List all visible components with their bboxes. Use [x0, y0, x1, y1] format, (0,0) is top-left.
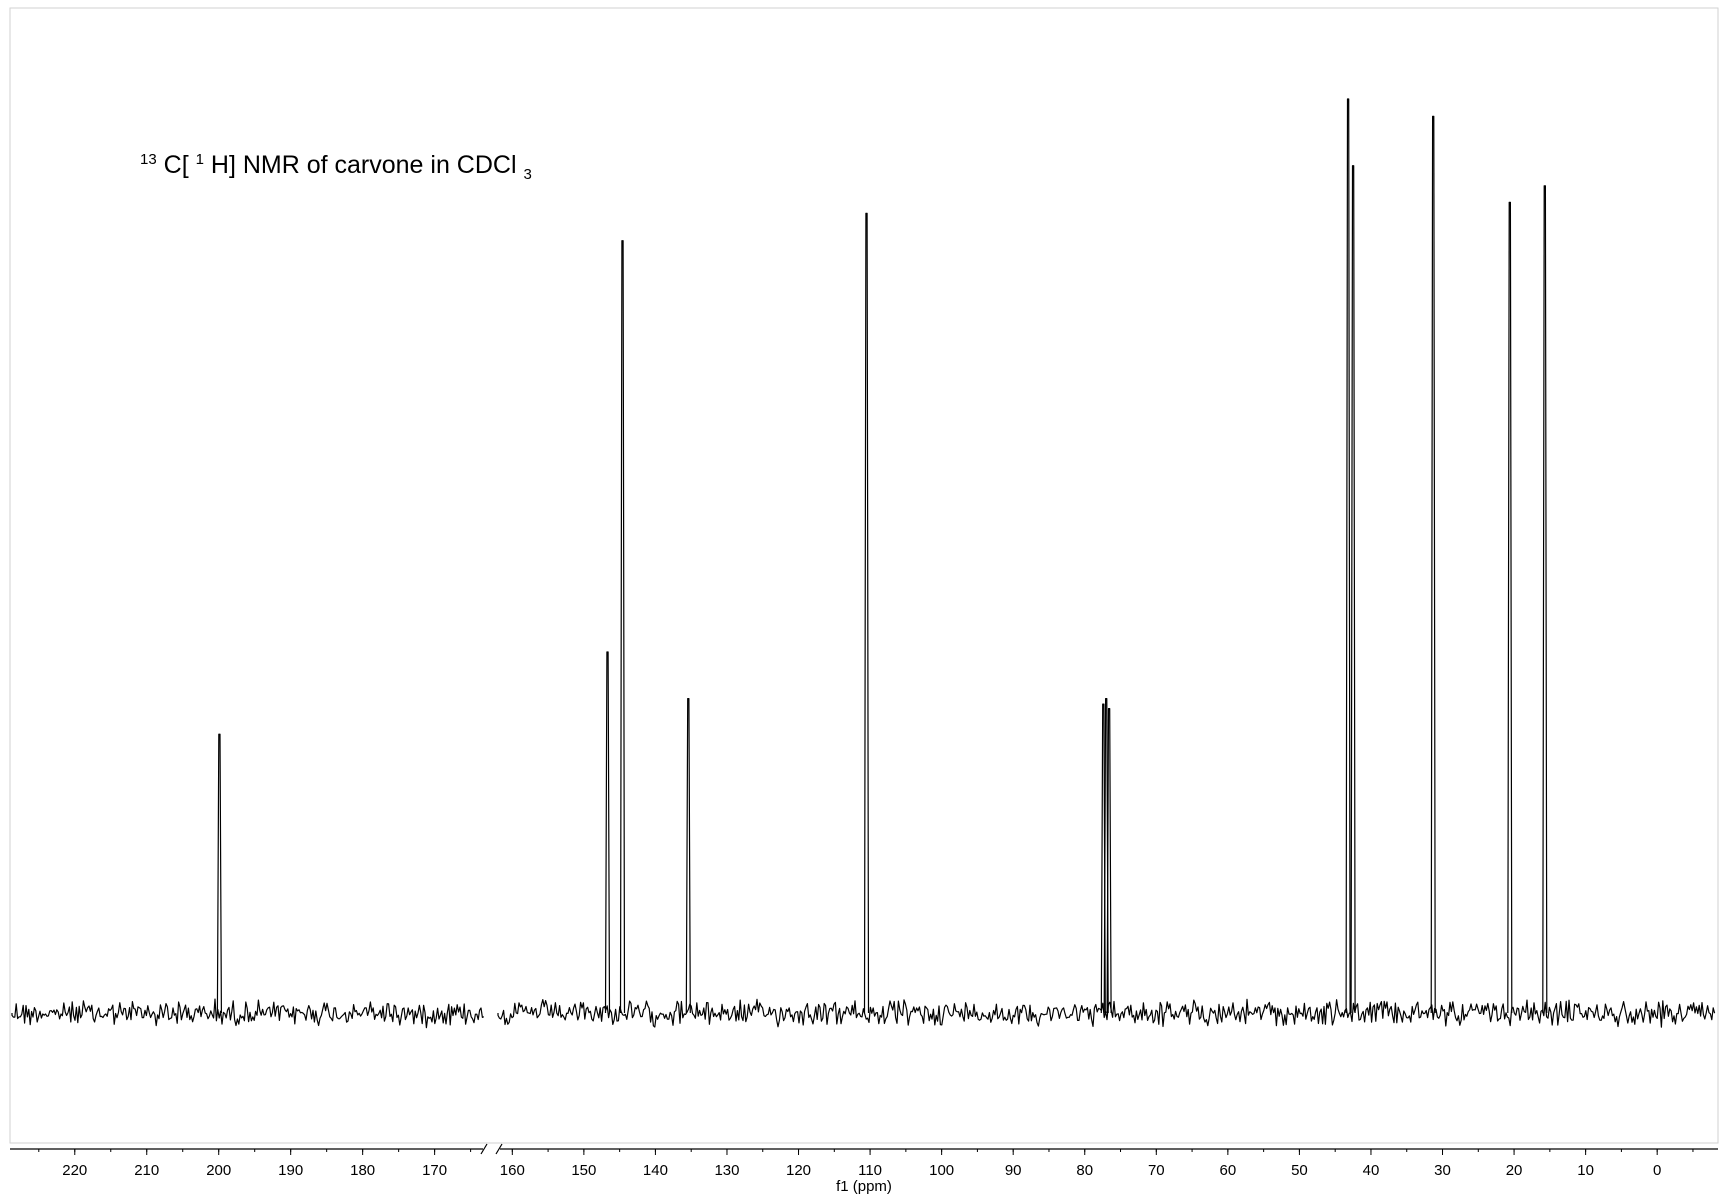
- axis-break-mark-2: [495, 1143, 503, 1155]
- x-tick-label-160: 160: [500, 1162, 525, 1179]
- spectrum-noise-segment-1: [11, 998, 485, 1029]
- title-rest: H] NMR of carvone in CDCl: [211, 151, 517, 179]
- peak-135.4: [685, 698, 691, 1014]
- peak-199.9: [216, 733, 222, 1014]
- peak-43.2: [1345, 98, 1351, 1014]
- x-tick-label-80: 80: [1076, 1162, 1093, 1179]
- x-tick-label-60: 60: [1220, 1162, 1237, 1179]
- peak-31.3: [1430, 115, 1436, 1014]
- peak-110.5: [863, 212, 870, 1014]
- x-tick-label-0: 0: [1653, 1162, 1661, 1179]
- axis-break-mark-1: [480, 1143, 488, 1155]
- x-tick-label-140: 140: [643, 1162, 668, 1179]
- plot-frame: [9, 7, 1719, 1144]
- title-mass-number: 13: [140, 151, 157, 168]
- x-tick-label-220: 220: [62, 1162, 87, 1179]
- x-tick-label-170: 170: [422, 1162, 447, 1179]
- x-tick-label-120: 120: [786, 1162, 811, 1179]
- peak-76.6: [1106, 708, 1112, 1014]
- title-decoupled-mass: 1: [196, 151, 204, 168]
- chart-title: 13 C[ 1 H] NMR of carvone in CDCl 3: [140, 142, 532, 183]
- x-tick-label-210: 210: [134, 1162, 159, 1179]
- x-tick-label-100: 100: [929, 1162, 954, 1179]
- title-subscript: 3: [523, 166, 531, 183]
- peak-146.7: [604, 651, 611, 1014]
- x-tick-label-10: 10: [1577, 1162, 1594, 1179]
- x-tick-label-190: 190: [278, 1162, 303, 1179]
- x-tick-label-70: 70: [1148, 1162, 1165, 1179]
- peak-20.6: [1507, 201, 1513, 1014]
- x-tick-label-90: 90: [1005, 1162, 1022, 1179]
- spectrum-noise-segment-2: [497, 998, 1716, 1028]
- peak-42.5: [1350, 165, 1356, 1014]
- x-tick-label-180: 180: [350, 1162, 375, 1179]
- spectrum: [11, 98, 1716, 1029]
- x-tick-label-110: 110: [858, 1162, 882, 1179]
- x-tick-label-40: 40: [1363, 1162, 1380, 1179]
- title-nucleus: C[: [164, 151, 189, 179]
- x-axis-title: f1 (ppm): [836, 1178, 892, 1194]
- x-tick-label-30: 30: [1434, 1162, 1451, 1179]
- x-tick-label-20: 20: [1506, 1162, 1523, 1179]
- peak-15.7: [1542, 185, 1548, 1014]
- x-tick-label-50: 50: [1291, 1162, 1308, 1179]
- x-tick-label-150: 150: [571, 1162, 596, 1179]
- x-tick-label-200: 200: [206, 1162, 231, 1179]
- x-axis: 220 210 200 190 180 170 160 150 140 130 120 110 100 9…: [10, 1143, 1718, 1179]
- peak-144.6: [619, 240, 626, 1014]
- x-tick-label-130: 130: [714, 1162, 739, 1179]
